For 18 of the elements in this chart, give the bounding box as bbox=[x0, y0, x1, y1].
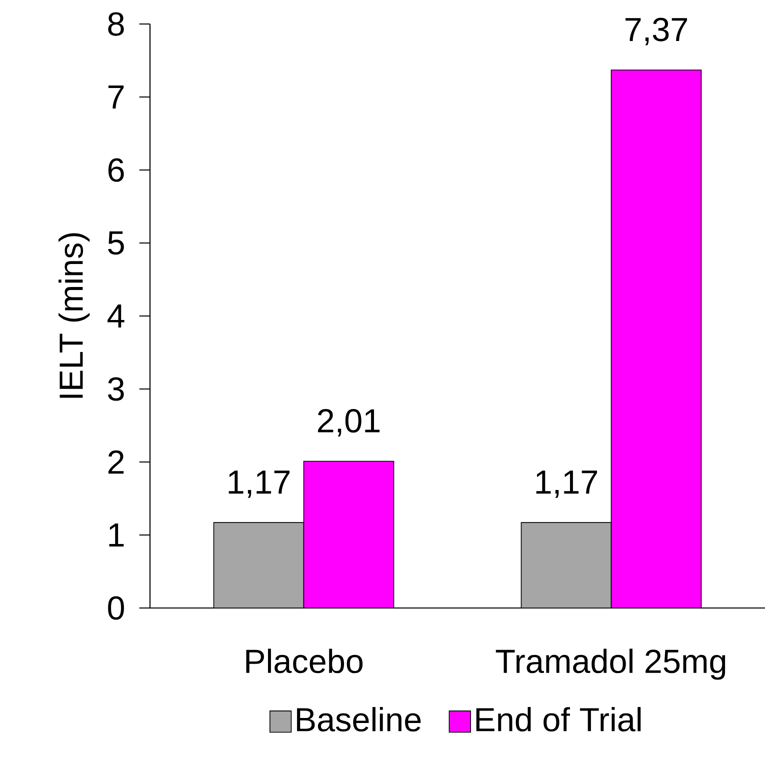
y-tick-label: 5 bbox=[108, 231, 124, 255]
y-tick-label: 0 bbox=[108, 596, 124, 620]
y-axis-title: IELT (mins) bbox=[58, 233, 90, 398]
y-tick-label: 6 bbox=[108, 158, 124, 182]
data-label: 2,01 bbox=[318, 409, 380, 437]
x-tick-label: Tramadol 25mg bbox=[496, 648, 726, 680]
data-label: 7,37 bbox=[626, 18, 687, 46]
data-label: 1,17 bbox=[228, 470, 290, 498]
legend-label: Baseline bbox=[297, 707, 421, 732]
y-tick-label: 7 bbox=[108, 86, 124, 108]
y-tick-label: 1 bbox=[109, 524, 124, 546]
data-label: 1,17 bbox=[536, 470, 597, 498]
y-tick-label: 3 bbox=[108, 377, 124, 401]
y-tick-label: 2 bbox=[108, 450, 124, 474]
x-tick-label: Placebo bbox=[246, 648, 363, 674]
y-tick-label: 4 bbox=[108, 304, 124, 328]
y-tick-label: 8 bbox=[108, 12, 124, 36]
legend-label: End of Trial bbox=[476, 707, 641, 732]
